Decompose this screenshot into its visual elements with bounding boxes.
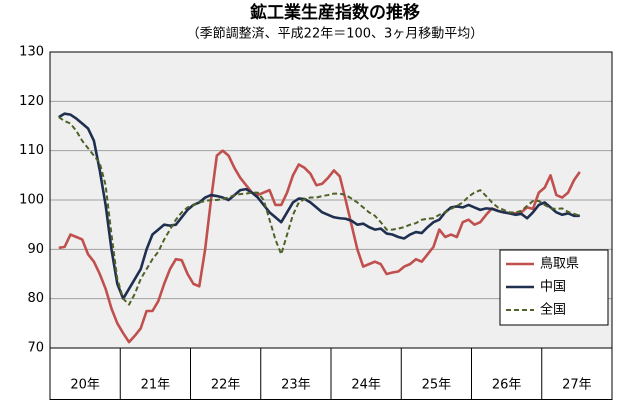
legend-label: 中国	[540, 280, 566, 295]
x-tick-label: 21年	[141, 378, 171, 393]
x-tick-label: 23年	[281, 378, 311, 393]
chart-subtitle: （季節調整済、平成22年＝100、3ヶ月移動平均）	[187, 26, 484, 42]
legend-label: 全国	[540, 302, 566, 318]
y-tick-label: 80	[27, 291, 44, 306]
y-tick-label: 120	[19, 94, 44, 109]
x-tick-label: 24年	[351, 378, 381, 393]
y-tick-label: 110	[19, 143, 44, 158]
x-tick-label: 22年	[211, 378, 241, 393]
x-tick-label: 20年	[70, 378, 100, 393]
x-tick-label: 26年	[492, 378, 522, 393]
x-tick-label: 27年	[562, 378, 592, 393]
y-tick-label: 70	[27, 341, 44, 356]
y-tick-label: 90	[27, 242, 44, 257]
y-tick-label: 130	[19, 45, 44, 60]
chart-title: 鉱工業生産指数の推移	[250, 2, 420, 23]
x-tick-label: 25年	[422, 378, 452, 393]
legend-label: 鳥取県	[540, 257, 579, 272]
series-line	[58, 112, 580, 300]
series-line	[58, 116, 581, 306]
y-tick-label: 100	[19, 193, 44, 208]
